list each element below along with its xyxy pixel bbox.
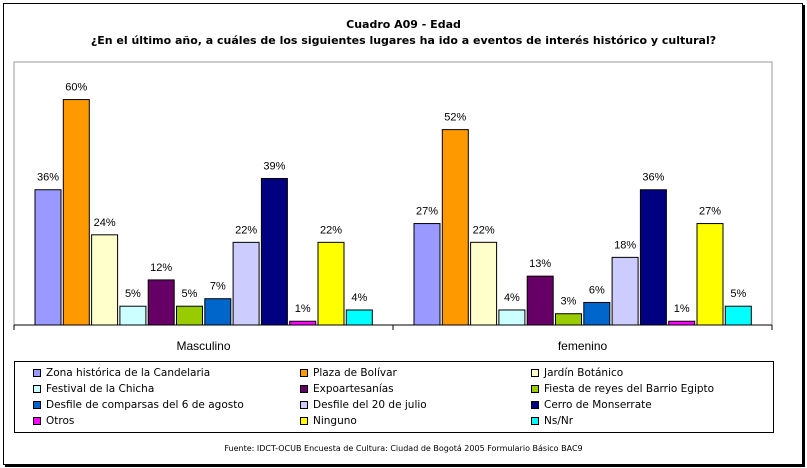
- category-label: femenino: [558, 339, 608, 353]
- source-note: Fuente: IDCT-OCUB Encuesta de Cultura: C…: [224, 444, 583, 453]
- legend-label: Cerro de Monserrate: [544, 399, 652, 411]
- data-label: 18%: [614, 239, 636, 251]
- legend-item: Desfile de comparsas del 6 de agosto: [33, 399, 244, 411]
- data-label: 27%: [699, 206, 721, 218]
- legend-item: Desfile del 20 de julio: [300, 399, 427, 411]
- data-label: 5%: [730, 288, 746, 300]
- legend: Zona histórica de la Candelaria Plaza de …: [14, 361, 774, 433]
- data-label: 60%: [65, 82, 87, 94]
- bar: [62, 99, 90, 326]
- legend-label: Desfile de comparsas del 6 de agosto: [46, 399, 244, 411]
- bar: [526, 275, 554, 326]
- legend-item: Festival de la Chicha: [33, 383, 154, 395]
- data-label: 5%: [125, 288, 141, 300]
- data-label: 27%: [416, 206, 438, 218]
- data-label: 5%: [182, 288, 198, 300]
- bar-chart: 36% 60% 24% 5% 12% 5% 7% 22% 39% 1% 22% 4% Masculino…: [13, 61, 773, 353]
- data-label: 3%: [561, 296, 577, 308]
- bar: [555, 313, 582, 326]
- data-label: 22%: [320, 224, 342, 236]
- legend-item: Expoartesanías: [300, 383, 394, 395]
- chart-subtitle: ¿En el último año, a cuáles de los sigui…: [90, 34, 717, 47]
- bar: [441, 129, 469, 326]
- bar: [176, 305, 203, 326]
- legend-item: Jardín Botánico: [531, 367, 623, 379]
- legend-item: Cerro de Monserrate: [531, 399, 652, 411]
- legend-label: Plaza de Bolívar: [313, 367, 397, 379]
- legend-item: Ninguno: [300, 415, 357, 427]
- legend-item: Ns/Nr: [531, 415, 573, 427]
- bar: [583, 301, 611, 326]
- bar: [91, 234, 119, 326]
- legend-swatch: [33, 417, 41, 425]
- chart-title: Cuadro A09 - Edad: [346, 18, 461, 31]
- legend-swatch: [300, 417, 308, 425]
- legend-swatch: [300, 369, 308, 377]
- data-label: 22%: [473, 224, 495, 236]
- legend-label: Fiesta de reyes del Barrio Egipto: [544, 383, 715, 395]
- bar: [119, 305, 147, 326]
- data-label: 4%: [351, 292, 367, 304]
- data-label: 52%: [444, 112, 466, 124]
- legend-item: Otros: [33, 415, 74, 427]
- legend-swatch: [531, 417, 539, 425]
- legend-label: Desfile del 20 de julio: [313, 399, 427, 411]
- bar: [724, 305, 752, 326]
- legend-item: Fiesta de reyes del Barrio Egipto: [531, 383, 714, 395]
- bar: [639, 189, 667, 326]
- data-label: 36%: [37, 172, 59, 184]
- legend-swatch: [300, 401, 308, 409]
- legend-item: Plaza de Bolívar: [300, 367, 397, 379]
- legend-swatch: [33, 369, 41, 377]
- data-label: 4%: [504, 292, 520, 304]
- category-label: Masculino: [176, 339, 230, 353]
- legend-swatch: [300, 385, 308, 393]
- legend-swatch: [33, 401, 41, 409]
- legend-swatch: [33, 385, 41, 393]
- data-label: 6%: [589, 284, 605, 296]
- bar: [611, 256, 639, 326]
- legend-swatch: [531, 401, 539, 409]
- bar: [696, 223, 724, 326]
- legend-label: Otros: [46, 415, 75, 427]
- bar: [345, 309, 373, 326]
- bar: [34, 189, 62, 326]
- data-label: 7%: [210, 281, 226, 293]
- legend-label: Ns/Nr: [544, 415, 574, 427]
- legend-swatch: [531, 385, 539, 393]
- data-label: 12%: [150, 262, 172, 274]
- data-label: 39%: [263, 160, 285, 172]
- bar: [498, 309, 526, 326]
- bar: [232, 241, 260, 326]
- data-label: 24%: [94, 217, 116, 229]
- legend-label: Ninguno: [313, 415, 357, 427]
- bar: [668, 320, 696, 326]
- data-label: 1%: [674, 303, 690, 315]
- data-label: 1%: [295, 303, 311, 315]
- bar: [317, 241, 345, 326]
- data-label: 36%: [642, 172, 664, 184]
- legend-label: Expoartesanías: [313, 383, 394, 395]
- bar: [289, 320, 317, 326]
- bar: [470, 241, 498, 326]
- bar: [204, 298, 232, 326]
- legend-label: Zona histórica de la Candelaria: [46, 367, 211, 379]
- legend-label: Festival de la Chicha: [46, 383, 155, 395]
- legend-label: Jardín Botánico: [544, 367, 624, 379]
- bar: [260, 177, 288, 326]
- bar: [413, 223, 441, 326]
- data-label: 13%: [529, 258, 551, 270]
- legend-swatch: [531, 369, 539, 377]
- legend-item: Zona histórica de la Candelaria: [33, 367, 210, 379]
- bar: [147, 279, 175, 326]
- data-label: 22%: [235, 224, 257, 236]
